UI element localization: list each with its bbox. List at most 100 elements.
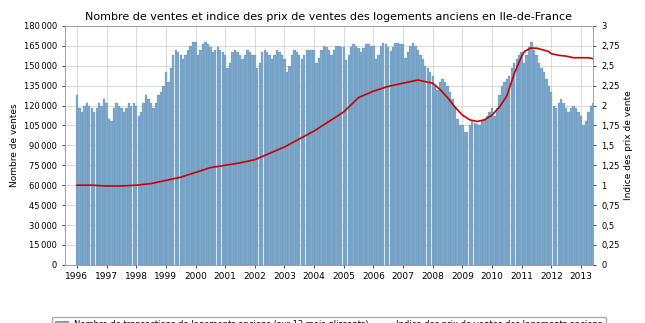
- Bar: [577, 112, 580, 265]
- Bar: [491, 108, 493, 265]
- Bar: [382, 43, 384, 265]
- Bar: [498, 95, 501, 265]
- Bar: [306, 50, 308, 265]
- Bar: [365, 45, 367, 265]
- Bar: [526, 55, 528, 265]
- Bar: [570, 108, 572, 265]
- Bar: [387, 47, 390, 265]
- Bar: [273, 55, 276, 265]
- Bar: [194, 42, 197, 265]
- Bar: [395, 43, 397, 265]
- Bar: [528, 47, 530, 265]
- Bar: [441, 79, 444, 265]
- Bar: [488, 112, 491, 265]
- Bar: [209, 47, 212, 265]
- Bar: [367, 45, 370, 265]
- Bar: [140, 112, 143, 265]
- Bar: [190, 46, 192, 265]
- Bar: [160, 92, 162, 265]
- Bar: [204, 42, 206, 265]
- Bar: [412, 43, 414, 265]
- Bar: [137, 116, 140, 265]
- Bar: [164, 72, 167, 265]
- Bar: [83, 106, 86, 265]
- Bar: [308, 50, 310, 265]
- Bar: [404, 58, 407, 265]
- Bar: [410, 46, 412, 265]
- Bar: [424, 66, 426, 265]
- Bar: [118, 106, 120, 265]
- Bar: [562, 103, 565, 265]
- Bar: [172, 55, 175, 265]
- Bar: [217, 47, 219, 265]
- Bar: [264, 50, 266, 265]
- Bar: [115, 103, 117, 265]
- Bar: [150, 103, 152, 265]
- Bar: [595, 106, 597, 265]
- Bar: [392, 47, 394, 265]
- Bar: [535, 55, 538, 265]
- Bar: [221, 52, 224, 265]
- Bar: [103, 99, 105, 265]
- Bar: [86, 103, 88, 265]
- Bar: [399, 45, 402, 265]
- Bar: [163, 86, 164, 265]
- Bar: [268, 55, 271, 265]
- Bar: [407, 52, 409, 265]
- Bar: [75, 95, 78, 265]
- Bar: [187, 50, 189, 265]
- Bar: [182, 59, 184, 265]
- Bar: [333, 50, 335, 265]
- Bar: [377, 55, 379, 265]
- Bar: [444, 82, 446, 265]
- Bar: [266, 52, 268, 265]
- Bar: [545, 79, 548, 265]
- Bar: [281, 55, 283, 265]
- Bar: [125, 108, 128, 265]
- Bar: [143, 103, 145, 265]
- Bar: [493, 116, 495, 265]
- Bar: [177, 52, 179, 265]
- Bar: [219, 50, 221, 265]
- Bar: [541, 68, 542, 265]
- Bar: [148, 99, 150, 265]
- Bar: [380, 46, 382, 265]
- Bar: [328, 50, 330, 265]
- Bar: [135, 106, 137, 265]
- Bar: [338, 46, 340, 265]
- Bar: [130, 106, 132, 265]
- Y-axis label: Indice des prix de vente: Indice des prix de vente: [624, 90, 633, 200]
- Bar: [155, 103, 157, 265]
- Bar: [101, 106, 103, 265]
- Bar: [432, 76, 434, 265]
- Bar: [283, 59, 286, 265]
- Bar: [184, 55, 187, 265]
- Bar: [259, 63, 261, 265]
- Bar: [335, 46, 337, 265]
- Bar: [511, 68, 513, 265]
- Bar: [466, 132, 468, 265]
- Bar: [429, 72, 432, 265]
- Bar: [261, 52, 263, 265]
- Bar: [128, 103, 130, 265]
- Bar: [506, 79, 508, 265]
- Bar: [360, 52, 362, 265]
- Bar: [459, 125, 461, 265]
- Bar: [90, 108, 93, 265]
- Bar: [414, 46, 417, 265]
- Bar: [501, 86, 503, 265]
- Bar: [93, 112, 95, 265]
- Bar: [301, 59, 303, 265]
- Bar: [523, 63, 525, 265]
- Bar: [145, 95, 147, 265]
- Bar: [548, 86, 550, 265]
- Legend: Nombre de transactions de logements anciens (sur 12 mois glissants), Indice des : Nombre de transactions de logements anci…: [52, 317, 606, 323]
- Bar: [152, 108, 155, 265]
- Bar: [286, 72, 288, 265]
- Bar: [249, 52, 251, 265]
- Title: Nombre de ventes et indice des prix de ventes des logements anciens en Ile-de-Fr: Nombre de ventes et indice des prix de v…: [85, 12, 573, 22]
- Bar: [167, 82, 170, 265]
- Bar: [560, 99, 562, 265]
- Bar: [375, 59, 377, 265]
- Bar: [246, 50, 248, 265]
